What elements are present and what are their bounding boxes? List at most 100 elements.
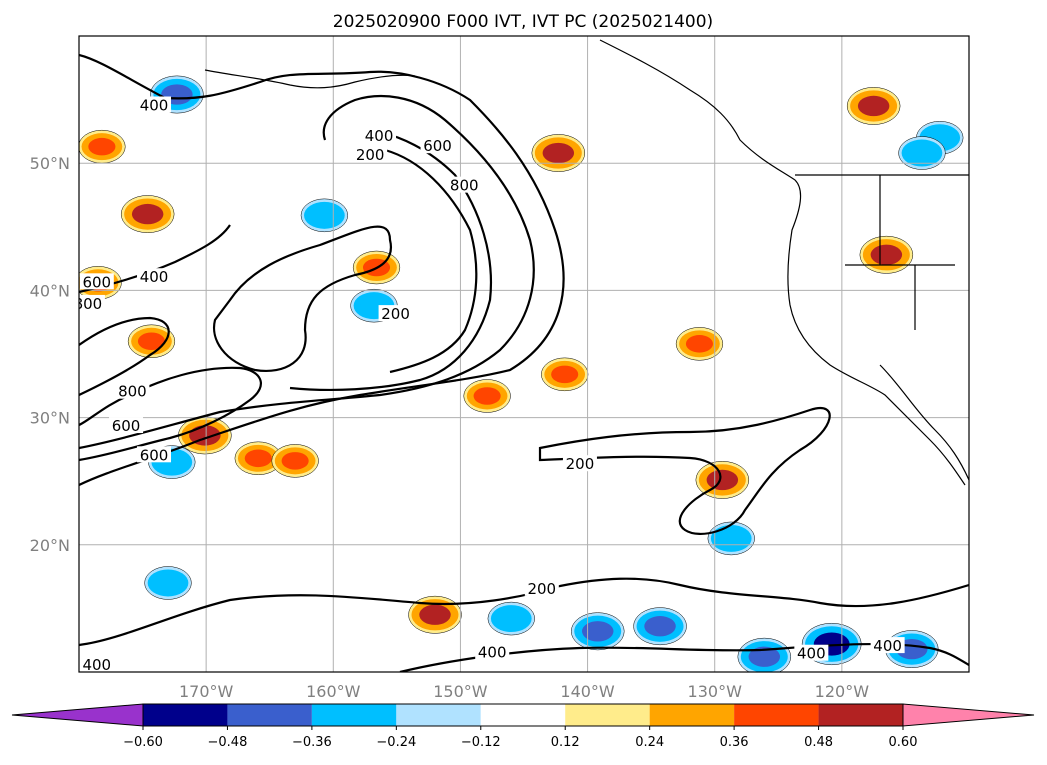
anomaly-patch-core [88, 137, 116, 156]
colorbar-segment [396, 704, 481, 726]
latitude-tick-labels: 20°N 30°N 40°N 50°N [30, 154, 70, 555]
contour-label: 800 [74, 295, 103, 313]
colorbar-tick-label: 0.60 [889, 735, 918, 750]
colorbar-frame [142, 703, 904, 727]
contour-label-background [475, 643, 510, 660]
latitude-tick-label: 40°N [30, 281, 70, 300]
contour-label: 200 [527, 580, 556, 598]
contour-label: 600 [82, 273, 111, 291]
anomaly-patch-core [419, 604, 451, 625]
colorbar-high-extend [902, 703, 1035, 727]
colorbar-segment [649, 704, 735, 726]
coastlines [204, 39, 969, 486]
contour-label-background [109, 417, 144, 434]
contour-label-background [115, 382, 150, 399]
contour-label: 400 [873, 637, 902, 655]
contour-label: 200 [356, 146, 385, 164]
anomaly-patch-core [908, 144, 936, 162]
anomaly-patch-core [582, 621, 614, 642]
contour-200-south [79, 577, 969, 647]
contour-label: 400 [797, 645, 826, 663]
colorbar-low-extend [11, 703, 144, 727]
figure-title: 2025020900 F000 IVT, IVT PC (2025021400) [333, 12, 713, 32]
colorbar-segment [143, 704, 228, 726]
colorbar: −0.60 −0.48 −0.36 −0.24 −0.12 0.12 0.24 0.36 0.4… [11, 703, 1035, 750]
anomaly-patch-core [281, 452, 309, 470]
anomaly-patch-core [706, 469, 739, 491]
contour-600-inner [289, 128, 492, 392]
contour-label-background [137, 268, 172, 285]
contour-label: 600 [423, 137, 452, 155]
anomaly-patch-core [870, 244, 903, 265]
anomaly-patch-core [748, 646, 781, 667]
contour-label-background [420, 137, 455, 154]
contour-label-background [79, 294, 105, 311]
contour-label: 800 [118, 383, 147, 401]
latitude-tick-label: 50°N [30, 154, 70, 173]
anomaly-patch-core [310, 206, 338, 225]
north-american-coastline [599, 39, 966, 486]
contour-400-cell [212, 225, 393, 373]
longitude-tick-label: 150°W [433, 682, 488, 701]
contour-label: 400 [140, 97, 169, 115]
colorbar-segment [480, 704, 566, 726]
contour-label: 600 [112, 417, 141, 435]
colorbar-tick-label: −0.12 [461, 735, 501, 750]
graticule-gridlines [79, 36, 969, 672]
contour-label: 800 [450, 177, 479, 195]
map-frame [78, 35, 970, 673]
contour-label-background [137, 96, 172, 113]
colorbar-segment [818, 704, 903, 726]
longitude-tick-label: 130°W [688, 682, 743, 701]
colorbar-segment [734, 704, 819, 726]
latitude-tick-label: 30°N [30, 409, 70, 428]
longitude-tick-label: 120°W [815, 682, 870, 701]
map-plot-area: 400 400 200 200 400 600 800 600 800 400 800 600 600 2… [74, 36, 969, 674]
anomaly-patch-core [542, 142, 575, 164]
ocean-background [79, 36, 969, 672]
anomaly-patch-core [551, 365, 579, 384]
anomaly-patch-core [154, 574, 182, 592]
anomaly-patch-core [137, 332, 166, 351]
longitude-tick-labels: 170°W 160°W 150°W 140°W 130°W 120°W [179, 682, 869, 701]
longitude-tick-label: 160°W [306, 682, 361, 701]
state-borders [845, 175, 955, 330]
colorbar-tick-label: 0.48 [804, 735, 833, 750]
contour-label: 600 [140, 446, 169, 464]
colorbar-tick-label: −0.60 [123, 735, 163, 750]
anomaly-patch-core [131, 203, 164, 225]
contour-label-background [562, 455, 597, 472]
contour-200-outer [79, 53, 565, 486]
colorbar-tick-label: 0.24 [635, 735, 664, 750]
anomaly-patch-core [473, 387, 501, 405]
anomaly-patch-core [497, 609, 525, 628]
contour-800-west [79, 316, 170, 396]
contour-400-ring [79, 95, 535, 450]
colorbar-tick-label: −0.24 [376, 735, 416, 750]
contour-label-background [362, 127, 397, 144]
contour-label-background [524, 579, 559, 596]
anomaly-patch-core [244, 449, 272, 468]
contour-label-background [79, 273, 114, 290]
contour-label-background [447, 176, 482, 193]
longitude-tick-label: 140°W [560, 682, 615, 701]
colorbar-tick-label: 0.12 [551, 735, 580, 750]
anomaly-patch-core [644, 616, 676, 637]
contour-label-background [378, 305, 413, 322]
anomaly-patch-core [857, 95, 890, 117]
colorbar-segment [311, 704, 397, 726]
baja-coast [879, 364, 969, 481]
anomaly-patch-core [717, 529, 745, 548]
contour-label-background [79, 656, 114, 672]
contour-800-core [384, 148, 478, 374]
anomaly-patch-core [685, 335, 714, 353]
contour-label-background [137, 446, 172, 463]
contour-label-background [794, 644, 829, 661]
colorbar-segment [227, 704, 312, 726]
contour-label: 400 [140, 268, 169, 286]
contour-label-background [353, 146, 388, 163]
contour-label: 400 [82, 656, 111, 674]
contour-label: 200 [566, 455, 595, 473]
alaska-aleutian-coast [204, 69, 416, 89]
